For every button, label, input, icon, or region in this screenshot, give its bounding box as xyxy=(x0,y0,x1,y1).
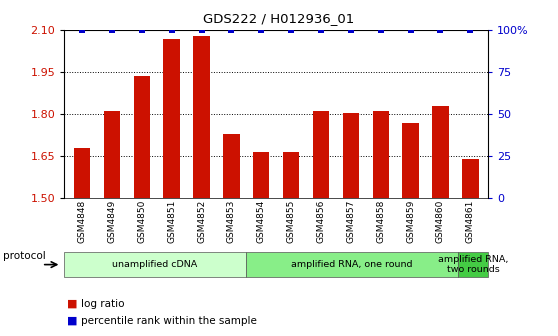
Text: GDS222 / H012936_01: GDS222 / H012936_01 xyxy=(203,12,355,25)
Text: percentile rank within the sample: percentile rank within the sample xyxy=(81,316,257,326)
Bar xyxy=(223,134,239,198)
Point xyxy=(108,28,117,33)
Point xyxy=(287,28,296,33)
Point xyxy=(197,28,206,33)
Bar xyxy=(74,148,90,198)
Point xyxy=(316,28,325,33)
Text: amplified RNA, one round: amplified RNA, one round xyxy=(291,260,413,269)
Bar xyxy=(343,113,359,198)
Text: amplified RNA,
two rounds: amplified RNA, two rounds xyxy=(438,255,508,274)
Bar xyxy=(133,77,150,198)
Bar xyxy=(462,159,479,198)
Bar xyxy=(283,152,299,198)
Text: unamplified cDNA: unamplified cDNA xyxy=(112,260,198,269)
Point xyxy=(466,28,475,33)
Point xyxy=(167,28,176,33)
Point xyxy=(257,28,266,33)
Text: ■: ■ xyxy=(67,299,78,309)
Point xyxy=(406,28,415,33)
Point xyxy=(137,28,146,33)
Point xyxy=(436,28,445,33)
Bar xyxy=(193,36,210,198)
Text: log ratio: log ratio xyxy=(81,299,124,309)
Point xyxy=(376,28,385,33)
Text: protocol: protocol xyxy=(3,251,46,261)
Bar xyxy=(104,112,120,198)
Point xyxy=(78,28,86,33)
Point xyxy=(227,28,236,33)
Text: ■: ■ xyxy=(67,316,78,326)
Bar xyxy=(402,123,419,198)
Bar xyxy=(163,39,180,198)
Point xyxy=(347,28,355,33)
Bar xyxy=(253,152,270,198)
Bar xyxy=(373,112,389,198)
Bar xyxy=(432,106,449,198)
Bar xyxy=(313,112,329,198)
